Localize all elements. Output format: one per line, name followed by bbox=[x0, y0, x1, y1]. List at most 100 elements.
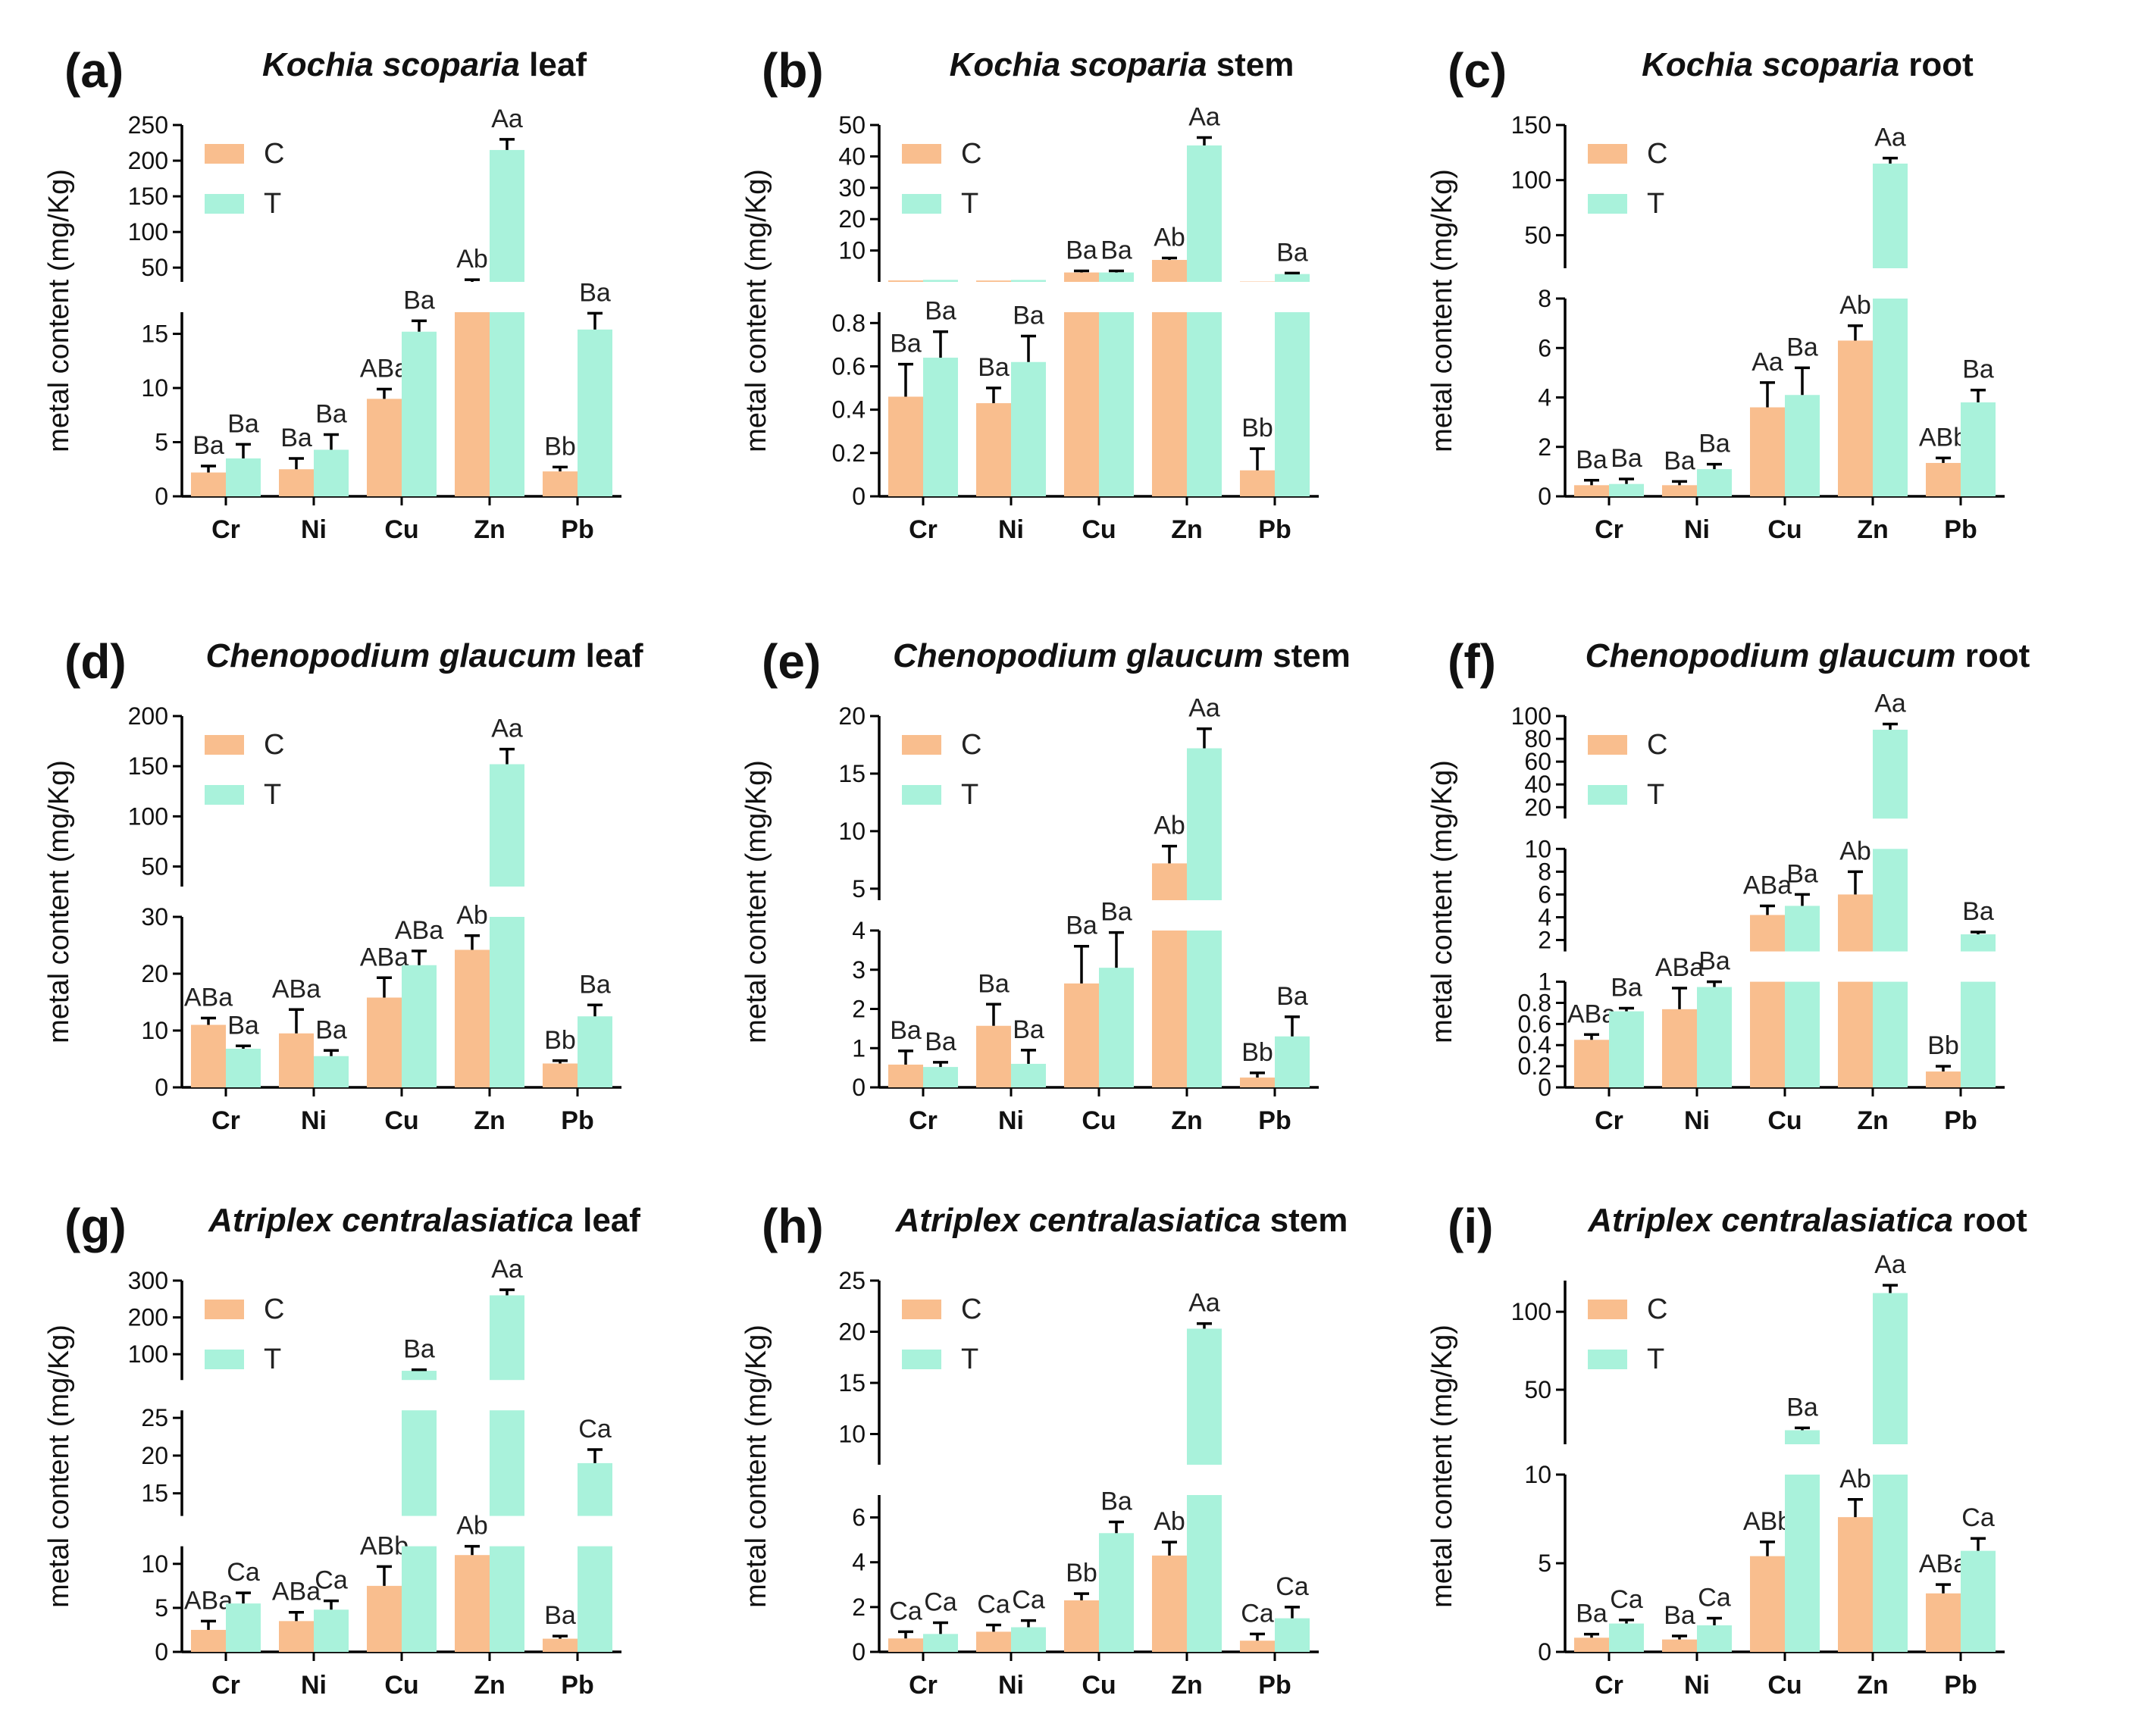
significance-label: Aa bbox=[1188, 694, 1220, 723]
significance-label: Ba bbox=[315, 400, 347, 429]
y-tick-label: 0 bbox=[155, 1638, 168, 1666]
y-tick-label: 0.4 bbox=[1518, 1031, 1551, 1059]
panel-title: Kochia scoparia root bbox=[1642, 46, 1974, 83]
significance-label: ABa bbox=[272, 1578, 321, 1606]
y-tick-label: 80 bbox=[1524, 725, 1551, 752]
bar-T bbox=[1099, 312, 1134, 496]
y-tick-label: 20 bbox=[141, 1442, 168, 1469]
significance-label: Aa bbox=[1752, 348, 1783, 377]
significance-label: Ba bbox=[1013, 1015, 1044, 1044]
significance-label: Ba bbox=[978, 969, 1010, 998]
y-tick-label: 4 bbox=[852, 1549, 866, 1576]
x-tick-label: Ni bbox=[1684, 1106, 1710, 1135]
bar-T bbox=[1011, 1627, 1046, 1652]
legend-label-C: C bbox=[961, 138, 981, 170]
panel-title: Chenopodium glaucum root bbox=[1586, 637, 2030, 674]
legend-label-C: C bbox=[961, 1293, 981, 1325]
y-tick-label: 40 bbox=[838, 142, 866, 170]
bar-T bbox=[402, 1546, 437, 1652]
legend-label-T: T bbox=[1647, 1343, 1664, 1375]
x-tick-label: Cu bbox=[1082, 515, 1116, 544]
significance-label: Ba bbox=[227, 1011, 259, 1040]
significance-label: Ba bbox=[1066, 912, 1097, 940]
bar-T bbox=[490, 312, 524, 496]
significance-label: Ab bbox=[456, 901, 488, 930]
y-tick-label: 20 bbox=[838, 205, 866, 233]
bar-T bbox=[226, 458, 261, 496]
y-tick-label: 0.8 bbox=[832, 309, 866, 336]
bar-C bbox=[976, 1025, 1011, 1087]
y-tick-label: 0 bbox=[852, 483, 866, 510]
bar-C bbox=[367, 997, 402, 1087]
y-tick-label: 0 bbox=[852, 1074, 866, 1101]
y-axis-label: metal content (mg/Kg) bbox=[740, 760, 772, 1043]
panel-letter: (d) bbox=[64, 634, 127, 689]
x-tick-label: Zn bbox=[474, 515, 506, 544]
y-tick-label: 0 bbox=[155, 483, 168, 510]
y-tick-label: 6 bbox=[1538, 881, 1551, 908]
bar-T bbox=[314, 449, 349, 496]
bar-C bbox=[1838, 894, 1873, 952]
bar-T bbox=[1873, 163, 1908, 268]
significance-label: Ba bbox=[1962, 355, 1994, 384]
panel-letter: (b) bbox=[762, 43, 824, 98]
x-tick-label: Zn bbox=[474, 1671, 506, 1700]
bar-C bbox=[1064, 312, 1099, 496]
significance-label: Ba bbox=[890, 330, 922, 358]
bar-C bbox=[191, 1629, 226, 1652]
bar-T bbox=[923, 1634, 958, 1652]
bar-C bbox=[888, 396, 923, 496]
legend-swatch-C bbox=[902, 735, 941, 755]
y-tick-label: 300 bbox=[128, 1267, 168, 1294]
y-tick-label: 5 bbox=[155, 429, 168, 456]
x-tick-label: Pb bbox=[1258, 1106, 1291, 1135]
bar-T bbox=[1873, 981, 1908, 1087]
bar-C bbox=[279, 1033, 314, 1087]
panel-title: Atriplex centralasiatica root bbox=[1587, 1202, 2027, 1239]
significance-label: Ba bbox=[1664, 446, 1695, 475]
legend-swatch-T bbox=[1588, 1350, 1627, 1369]
significance-label: Ba bbox=[1576, 446, 1608, 474]
significance-label: Ab bbox=[456, 1512, 488, 1541]
bar-T bbox=[490, 764, 524, 887]
significance-label: Ca bbox=[889, 1597, 922, 1625]
bar-C bbox=[1240, 1641, 1275, 1652]
significance-label: Ca bbox=[924, 1588, 957, 1617]
legend-swatch-C bbox=[902, 1300, 941, 1319]
significance-label: Ca bbox=[1276, 1572, 1309, 1601]
y-tick-label: 0 bbox=[1538, 483, 1551, 510]
x-tick-label: Ni bbox=[1684, 1671, 1710, 1700]
y-tick-label: 2 bbox=[1538, 927, 1551, 954]
bar-C bbox=[1926, 1593, 1961, 1652]
bar-T bbox=[1697, 1625, 1732, 1652]
bar-T bbox=[1275, 1618, 1310, 1652]
panel-title-species: Atriplex centralasiatica bbox=[895, 1202, 1261, 1239]
bar-T bbox=[226, 1603, 261, 1652]
significance-label: Ba bbox=[1611, 973, 1642, 1002]
bar-T bbox=[1873, 1475, 1908, 1652]
panel-title-organ: leaf bbox=[574, 1202, 640, 1239]
significance-label: Aa bbox=[1874, 124, 1906, 152]
bar-T bbox=[1609, 1011, 1644, 1087]
significance-label: Bb bbox=[544, 432, 576, 461]
panel-title-species: Chenopodium glaucum bbox=[893, 637, 1263, 674]
bar-T bbox=[578, 1546, 612, 1652]
significance-label: Ba bbox=[403, 286, 435, 314]
bar-T bbox=[578, 1462, 612, 1516]
y-tick-label: 20 bbox=[1524, 793, 1551, 821]
bar-T bbox=[490, 1546, 524, 1652]
legend-swatch-T bbox=[902, 194, 941, 214]
significance-label: ABa bbox=[395, 916, 443, 945]
bar-T bbox=[1011, 280, 1046, 282]
y-tick-label: 0.6 bbox=[1518, 1010, 1551, 1037]
bar-C bbox=[1838, 981, 1873, 1087]
y-tick-label: 100 bbox=[1511, 167, 1551, 194]
legend-swatch-C bbox=[1588, 144, 1627, 164]
bar-T bbox=[1187, 1495, 1222, 1652]
y-tick-label: 100 bbox=[128, 1340, 168, 1368]
bar-C bbox=[1838, 340, 1873, 496]
panel-g: (g) Atriplex centralasiatica leaf metal co… bbox=[43, 1199, 640, 1700]
bar-C bbox=[1240, 1078, 1275, 1087]
legend-swatch-C bbox=[902, 144, 941, 164]
